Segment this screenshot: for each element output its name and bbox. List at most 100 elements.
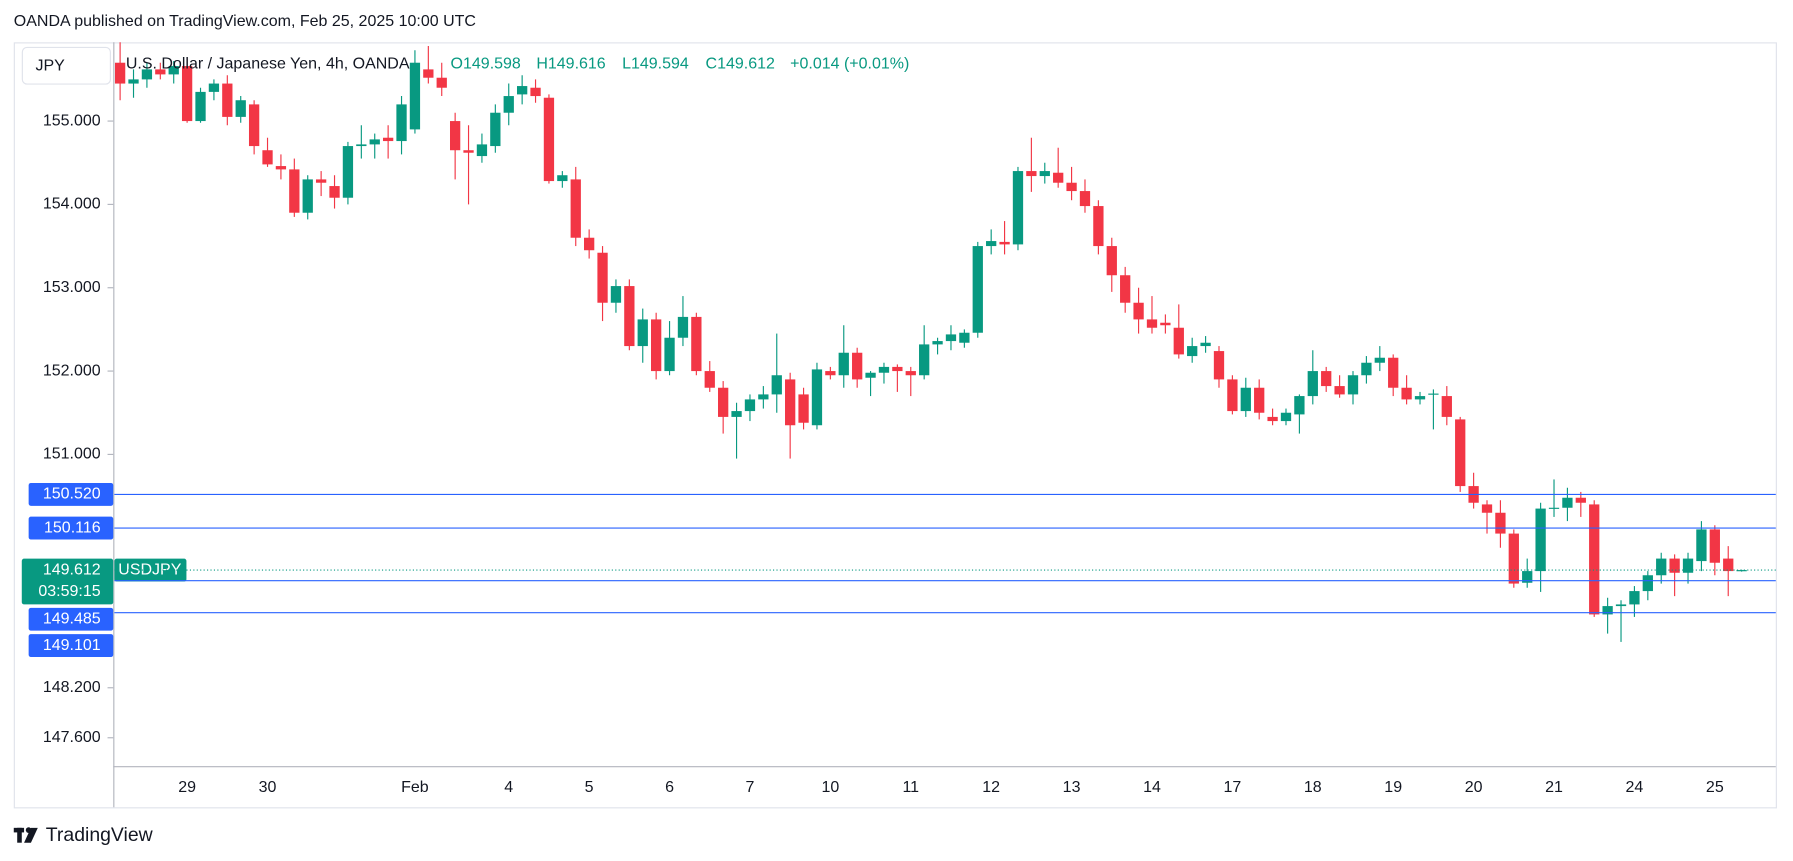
candle-body: [1481, 504, 1493, 513]
candle-body: [878, 366, 890, 373]
x-tick-label: 12: [982, 779, 1000, 796]
candle-body: [811, 369, 823, 426]
footer-brand: TradingView: [46, 824, 154, 846]
candle-body: [503, 96, 514, 113]
candle-body: [597, 252, 608, 303]
overlay: 150.520 150.116 149.612 03:59:15 USDJPY 149.4…: [21, 482, 187, 657]
candle-body: [315, 179, 327, 183]
x-tick-label: 13: [1063, 779, 1081, 796]
x-tick-label: 20: [1465, 779, 1483, 796]
candle-body: [986, 241, 997, 247]
x-tick-label: 17: [1223, 779, 1241, 796]
x-tick-label: 7: [746, 779, 755, 796]
current-price-tag: [21, 558, 114, 605]
x-tick-label: 24: [1626, 779, 1644, 796]
candle-body: [1682, 558, 1694, 573]
candle-body: [1254, 387, 1265, 413]
candle-body: [1401, 387, 1412, 400]
x-tick-label: 5: [585, 779, 594, 796]
candle-body: [114, 62, 126, 84]
candle-body: [1723, 558, 1734, 572]
candle-body: [704, 371, 715, 388]
y-tick-label: 152.000: [43, 362, 101, 379]
x-tick-label: 18: [1304, 779, 1322, 796]
plot-area: [114, 42, 1747, 642]
candle-body: [289, 169, 300, 213]
candle-body: [1187, 346, 1198, 357]
candle-body: [1173, 327, 1184, 355]
candle-body: [1106, 246, 1117, 276]
candle-body: [744, 399, 756, 412]
candle-body: [1240, 387, 1251, 412]
legend-name: U.S. Dollar / Japanese Yen, 4h, OANDA: [126, 55, 410, 72]
candle-body: [543, 97, 555, 182]
candle-body: [262, 150, 273, 165]
candle-body: [637, 319, 648, 347]
symbol-tag-label: USDJPY: [118, 561, 181, 578]
candle-body: [584, 237, 595, 251]
candle-body: [195, 91, 206, 122]
candle-body: [141, 69, 153, 80]
candle-body: [1548, 507, 1560, 509]
candle-body: [664, 337, 675, 372]
candle-body: [825, 371, 836, 376]
candle-body: [999, 241, 1010, 245]
candle-body: [771, 375, 782, 395]
candle-body: [1736, 570, 1747, 572]
candle-body: [1160, 322, 1171, 326]
price-line-label: 149.485: [43, 610, 101, 627]
x-tick-label: 21: [1545, 779, 1563, 796]
candle-body: [329, 186, 340, 198]
candle-body: [1294, 396, 1305, 415]
legend-open: O149.598: [451, 55, 521, 72]
candle-body: [1562, 497, 1573, 508]
candle-body: [785, 379, 796, 426]
price-line-tag: [28, 516, 114, 540]
legend-change: +0.014 (+0.01%): [790, 55, 909, 72]
candle-body: [1321, 371, 1332, 387]
candle-body: [222, 83, 233, 117]
candle-body: [1669, 558, 1680, 573]
symbol-box[interactable]: [21, 46, 111, 85]
candle-body: [1146, 319, 1158, 328]
price-line-label: 149.101: [43, 637, 101, 654]
candle-body: [1656, 558, 1667, 576]
candle-body: [449, 121, 461, 151]
candle-body: [1280, 412, 1292, 422]
candle-body: [1347, 375, 1359, 395]
candle-body: [677, 316, 689, 338]
candle-body: [624, 286, 635, 347]
candle-body: [1120, 275, 1131, 303]
x-tick-label: 30: [259, 779, 277, 796]
candle-body: [1334, 386, 1345, 395]
candle-body: [570, 179, 581, 238]
symbol-box-text[interactable]: JPY: [36, 58, 66, 75]
candle-body: [905, 371, 916, 376]
candle-body: [248, 104, 260, 147]
candle-body: [972, 246, 983, 333]
candle-body: [208, 83, 220, 92]
candle-body: [423, 69, 434, 78]
candle-body: [1012, 171, 1024, 245]
candle-body: [396, 104, 407, 142]
x-tick-label: 14: [1143, 779, 1161, 796]
candle-body: [1388, 357, 1399, 388]
symbol-tag: [114, 558, 187, 582]
candle-body: [838, 352, 849, 376]
x-tick-label: 25: [1706, 779, 1724, 796]
candle-body: [1374, 357, 1385, 363]
candle-body: [490, 112, 501, 147]
legend-low: L149.594: [622, 55, 689, 72]
candle-body: [516, 86, 528, 95]
candle-body: [1709, 529, 1720, 563]
candle-body: [476, 144, 488, 157]
candle-body: [718, 387, 729, 417]
candle-body: [128, 79, 139, 84]
candle-body: [1053, 172, 1064, 183]
y-tick-label: 148.200: [43, 679, 101, 696]
candle-body: [1522, 571, 1533, 583]
candle-body: [530, 87, 541, 97]
candle-body: [342, 146, 354, 198]
candle-body: [1079, 191, 1091, 207]
